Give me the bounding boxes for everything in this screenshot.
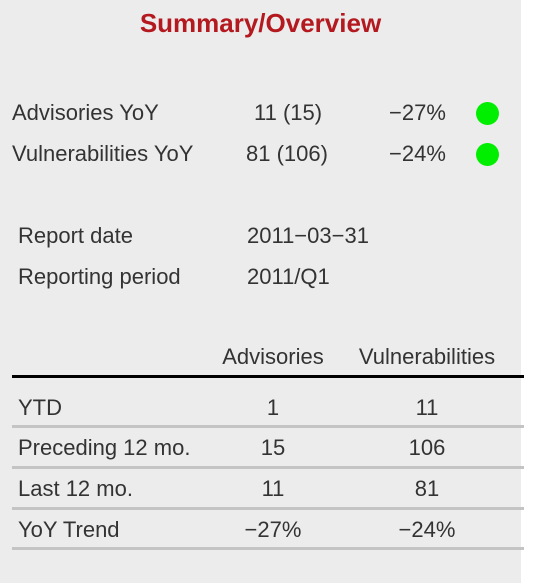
metric-change: −27% [389,100,446,125]
row-label: Preceding 12 mo. [18,435,191,460]
row-divider [12,466,524,469]
header-divider [12,375,524,378]
status-indicator-icon [476,143,499,166]
summary-panel: Summary/Overview Advisories YoY 11 (15) … [0,0,524,583]
row-divider [12,425,524,428]
cell-advisories: 11 [261,476,285,501]
cell-advisories: 1 [266,395,280,420]
page-title: Summary/Overview [139,8,382,38]
cell-vulnerabilities: −24% [398,517,456,542]
reporting-period-value: 2011/Q1 [247,264,330,289]
cell-advisories: 15 [260,435,286,460]
reporting-period-label: Reporting period [18,264,181,289]
metric-value: 81 (106) [246,141,328,166]
row-label: YTD [18,395,62,420]
column-header-advisories: Advisories [222,344,324,369]
row-label: YoY Trend [18,517,120,542]
metric-change: −24% [389,141,446,166]
column-header-vulnerabilities: Vulnerabilities [358,344,496,369]
row-divider [12,547,524,550]
report-date-value: 2011−03−31 [247,223,369,248]
cell-vulnerabilities: 81 [414,476,440,501]
metric-label: Advisories YoY [12,100,159,125]
row-label: Last 12 mo. [18,476,133,501]
status-indicator-icon [476,102,499,125]
metric-value: 11 (15) [254,100,323,125]
cell-vulnerabilities: 106 [408,435,446,460]
cell-advisories: −27% [244,517,302,542]
report-date-label: Report date [18,223,133,248]
metric-label: Vulnerabilities YoY [12,141,194,166]
cell-vulnerabilities: 11 [415,395,439,420]
row-divider [12,507,524,510]
